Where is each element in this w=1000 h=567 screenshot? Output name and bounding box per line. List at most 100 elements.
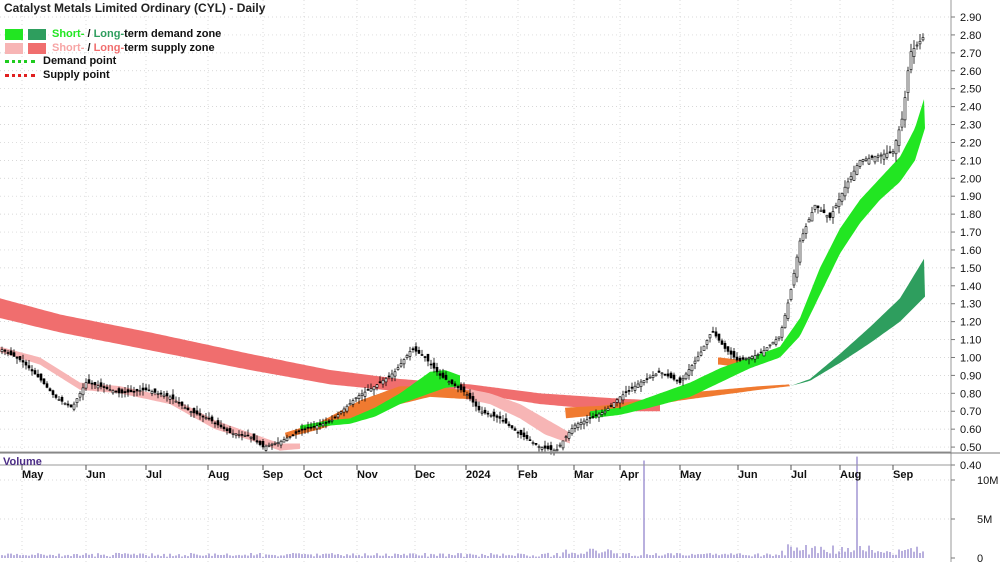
volume-bar (403, 553, 405, 558)
volume-bar (202, 555, 204, 558)
price-candle (717, 333, 721, 343)
time-tick-label: Aug (208, 469, 229, 481)
volume-bar (478, 556, 480, 558)
volume-bar (400, 555, 402, 558)
price-candle (882, 149, 886, 165)
legend-short-label: Short- (52, 41, 85, 54)
price-candle (801, 228, 805, 243)
time-tick-label: Sep (263, 469, 283, 481)
price-candle (426, 353, 430, 367)
volume-bar (352, 553, 354, 558)
volume-bar (16, 553, 18, 558)
volume-bar (535, 556, 537, 558)
price-candle (873, 155, 877, 165)
price-candle (39, 373, 43, 383)
volume-bar (238, 554, 240, 558)
volume-bar (493, 554, 495, 558)
price-candle (327, 419, 331, 424)
volume-bar (367, 555, 369, 558)
volume-bar (466, 554, 468, 558)
price-tick-label: 2.20 (960, 137, 981, 149)
price-candle (747, 356, 751, 365)
price-candle (189, 410, 193, 417)
price-candle (297, 429, 301, 435)
price-candle (264, 444, 268, 452)
volume-bar (592, 548, 594, 558)
price-candle (468, 389, 472, 402)
price-candle (453, 381, 457, 389)
volume-bar (205, 555, 207, 558)
volume-bar (430, 553, 432, 558)
volume-bar (745, 555, 747, 558)
price-candle (246, 429, 250, 437)
price-candle (459, 382, 463, 393)
price-candle (255, 435, 259, 445)
volume-bar (532, 555, 534, 558)
price-candle (798, 237, 802, 266)
price-candle (93, 381, 97, 389)
volume-bar (274, 555, 276, 558)
price-candle (273, 441, 277, 446)
price-candle (462, 382, 466, 396)
price-candle (216, 417, 220, 429)
volume-bar (859, 546, 861, 558)
volume-bar (520, 553, 522, 558)
volume-bar (679, 553, 681, 558)
price-candle (198, 408, 202, 420)
volume-bar (523, 554, 525, 558)
price-candle (501, 415, 505, 424)
volume-bar (142, 553, 144, 558)
price-candle (408, 346, 412, 361)
price-tick-label: 1.10 (960, 335, 981, 347)
volume-bar (661, 555, 663, 558)
price-candle (282, 436, 286, 443)
price-candle (186, 404, 190, 411)
volume-bar (913, 551, 915, 558)
price-candle (18, 356, 22, 363)
volume-bar (61, 556, 63, 558)
price-candle (885, 145, 889, 160)
price-candle (153, 388, 157, 396)
time-axis-labels: May Jun Jul Aug Sep Oct Nov Dec 2024 Feb Mar Apr May… (21, 465, 913, 481)
volume-bar (271, 554, 273, 558)
price-tick-label: 1.40 (960, 281, 981, 293)
price-tick-label: 2.70 (960, 48, 981, 60)
volume-bar (670, 553, 672, 558)
demand-point-label: Demand point (43, 55, 117, 67)
price-tick-label: 0.70 (960, 406, 981, 418)
volume-bar (154, 555, 156, 558)
volume-bar (166, 556, 168, 558)
volume-bar (91, 553, 93, 558)
volume-bar (457, 553, 459, 558)
volume-bar (280, 555, 282, 558)
volume-bar (376, 553, 378, 558)
price-candle (276, 437, 280, 447)
volume-bar (58, 553, 60, 558)
volume-bar (829, 553, 831, 558)
volume-bar (415, 554, 417, 558)
price-candle (918, 34, 922, 50)
volume-bar (79, 555, 81, 558)
volume-bar (178, 554, 180, 558)
volume-bar (544, 553, 546, 558)
time-tick-label: May (22, 469, 44, 481)
price-candle (330, 415, 334, 424)
price-candle (843, 180, 847, 201)
volume-bar (334, 554, 336, 558)
short-demand-swatch (5, 29, 23, 41)
long-supply-swatch (28, 42, 46, 54)
volume-bar (19, 555, 21, 558)
volume-bar (76, 554, 78, 558)
price-candle (564, 435, 568, 442)
volume-bar (562, 552, 564, 558)
volume-bar (397, 554, 399, 558)
volume-bar (781, 550, 783, 558)
price-tick-label: 1.50 (960, 263, 981, 275)
time-tick-label: May (680, 469, 702, 481)
price-candle (123, 387, 127, 398)
volume-bar (148, 556, 150, 558)
price-candle (309, 422, 313, 431)
volume-bar (847, 548, 849, 558)
price-candle (693, 356, 697, 370)
price-candle (381, 377, 385, 388)
